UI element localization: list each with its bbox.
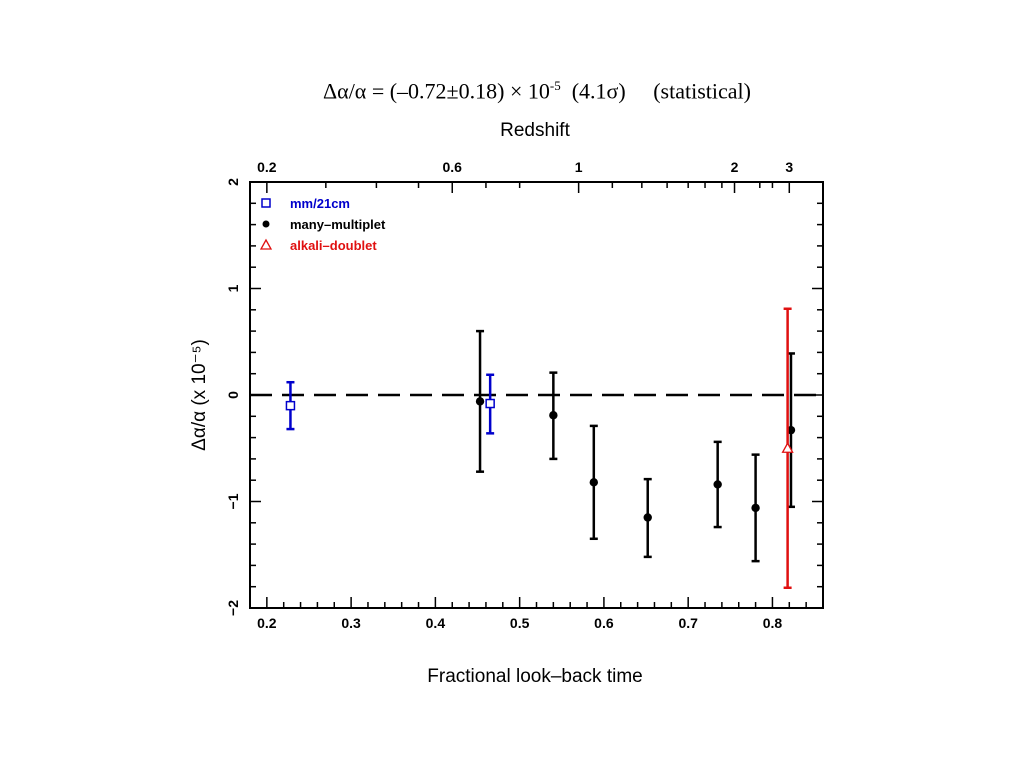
top-tick-label: 2 bbox=[731, 159, 739, 175]
x-tick-label: 0.8 bbox=[763, 615, 783, 631]
y-tick-label: 1 bbox=[225, 284, 241, 292]
data-point-circle bbox=[786, 425, 796, 435]
data-point-circle bbox=[643, 513, 652, 522]
data-point-square bbox=[285, 400, 296, 411]
legend-label: many–multiplet bbox=[290, 217, 386, 232]
data-point-circle bbox=[475, 397, 485, 406]
y-tick-label: −2 bbox=[225, 600, 241, 616]
legend-label: alkali–doublet bbox=[290, 238, 377, 253]
y-axis-label: Δα/α (x 10⁻⁵) bbox=[189, 339, 210, 451]
plot-area: 0.2 0.3 0.4 0.5 0.6 0.7 0.8 −2 −1 0 1 2 0.2 0.6 1 2 3 mm/… bbox=[225, 159, 824, 631]
legend-marker-circle bbox=[262, 220, 270, 228]
data-point-circle bbox=[589, 478, 598, 487]
x-tick-label: 0.2 bbox=[257, 615, 277, 631]
y-tick-label: 2 bbox=[225, 178, 241, 186]
data-point-circle bbox=[549, 411, 558, 420]
x-axis-label: Fractional look–back time bbox=[427, 666, 642, 687]
top-tick-label: 0.2 bbox=[257, 159, 277, 175]
x-tick-label: 0.3 bbox=[341, 615, 361, 631]
headline-suffix: (4.1σ) (statistical) bbox=[560, 78, 751, 104]
slide-headline: Δα/α = (–0.72±0.18) × 10-5 (4.1σ) (stati… bbox=[0, 78, 1024, 104]
headline-exponent: -5 bbox=[549, 78, 561, 93]
headline-prefix: Δα/α = (–0.72±0.18) × 10 bbox=[323, 78, 550, 104]
top-axis-label: Redshift bbox=[500, 120, 570, 141]
legend-marker-triangle bbox=[259, 238, 273, 250]
y-tick-label: −1 bbox=[225, 493, 241, 509]
legend-marker-square bbox=[261, 198, 271, 208]
x-tick-label: 0.6 bbox=[594, 615, 614, 631]
top-tick-label: 0.6 bbox=[443, 159, 463, 175]
top-tick-label: 3 bbox=[785, 159, 793, 175]
data-point-circle bbox=[751, 503, 760, 513]
legend-label: mm/21cm bbox=[290, 196, 350, 211]
x-tick-label: 0.5 bbox=[510, 615, 530, 631]
data-point-circle bbox=[713, 480, 722, 489]
x-tick-label: 0.4 bbox=[426, 615, 446, 631]
top-tick-label: 1 bbox=[575, 159, 583, 175]
data-point-triangle bbox=[781, 441, 794, 453]
x-tick-label: 0.7 bbox=[678, 615, 698, 631]
y-tick-label: 0 bbox=[225, 391, 241, 399]
data-point-square bbox=[485, 398, 495, 409]
